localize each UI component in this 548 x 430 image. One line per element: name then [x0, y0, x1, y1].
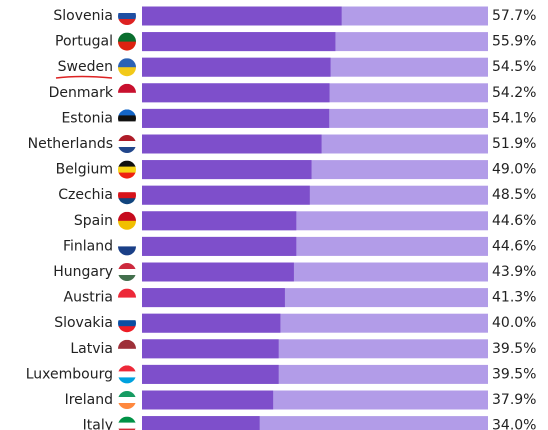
flag — [118, 109, 136, 128]
bar — [142, 108, 330, 128]
value-label: 54.2% — [492, 85, 536, 101]
bar — [142, 83, 330, 103]
value-label: 41.3% — [492, 290, 536, 306]
flag — [118, 58, 136, 77]
flag — [118, 211, 136, 230]
bar — [142, 57, 331, 77]
bar — [142, 339, 279, 359]
category-label: Denmark — [49, 85, 114, 101]
flag — [118, 391, 136, 409]
flag — [118, 186, 136, 205]
flag — [118, 160, 136, 179]
bar — [142, 160, 312, 180]
value-label: 57.7% — [492, 8, 536, 24]
flag — [118, 7, 136, 25]
value-label: 54.5% — [492, 59, 536, 75]
value-label: 43.9% — [492, 264, 536, 280]
bar — [142, 236, 297, 256]
category-label: Belgium — [56, 162, 113, 178]
value-label: 55.9% — [492, 34, 536, 50]
bar — [142, 288, 285, 308]
value-label: 54.1% — [492, 110, 536, 126]
category-label: Italy — [83, 418, 113, 430]
value-label: 44.6% — [492, 238, 536, 254]
category-label: Sweden — [58, 59, 113, 75]
bar — [142, 364, 279, 384]
category-label: Hungary — [53, 264, 113, 280]
bar — [142, 262, 294, 282]
value-label: 39.5% — [492, 366, 536, 382]
flag — [118, 365, 136, 384]
category-label: Austria — [64, 290, 113, 306]
value-label: 37.9% — [492, 392, 536, 408]
flag — [118, 288, 136, 307]
category-label: Spain — [74, 213, 113, 229]
value-label: 34.0% — [492, 418, 536, 430]
category-label: Estonia — [61, 110, 113, 126]
category-label: Ireland — [65, 392, 113, 408]
category-label: Portugal — [55, 34, 113, 50]
bar — [142, 32, 336, 52]
category-label: Czechia — [58, 187, 113, 203]
category-label: Slovenia — [53, 8, 113, 24]
value-label: 40.0% — [492, 315, 536, 331]
flag — [118, 339, 136, 358]
flag — [118, 263, 136, 281]
value-label: 48.5% — [492, 187, 536, 203]
value-label: 44.6% — [492, 213, 536, 229]
bar — [142, 6, 342, 26]
category-label: Finland — [63, 238, 113, 254]
flag — [118, 416, 136, 430]
category-label: Netherlands — [28, 136, 113, 152]
flag — [118, 83, 136, 102]
category-label: Latvia — [70, 341, 113, 357]
value-label: 51.9% — [492, 136, 536, 152]
bar — [142, 416, 260, 430]
bar — [142, 134, 322, 154]
flag — [118, 314, 136, 333]
flag — [118, 237, 136, 256]
flag — [118, 135, 136, 153]
category-label: Luxembourg — [26, 366, 113, 382]
value-label: 49.0% — [492, 162, 536, 178]
bar — [142, 313, 281, 333]
bar — [142, 211, 297, 231]
annotation-underline — [55, 75, 113, 79]
bar — [142, 185, 310, 205]
value-label: 39.5% — [492, 341, 536, 357]
bar — [142, 390, 274, 410]
flag — [118, 32, 136, 51]
category-label: Slovakia — [54, 315, 113, 331]
